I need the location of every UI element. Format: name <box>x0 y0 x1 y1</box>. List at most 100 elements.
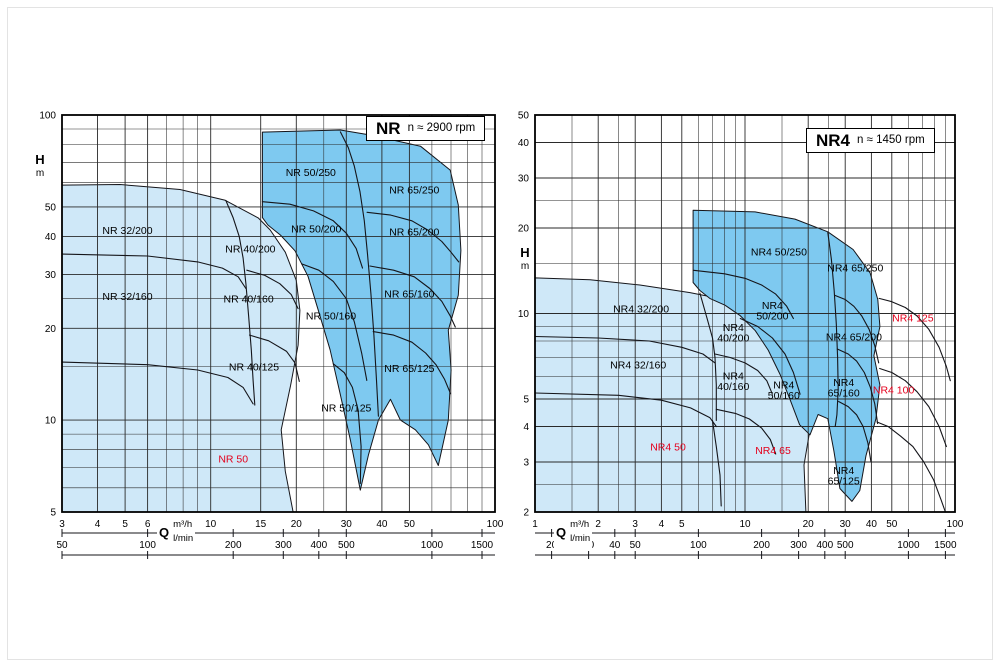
x-axis-units: m³/h l/min <box>570 518 590 547</box>
x-tick-label-lmin: 500 <box>837 540 854 551</box>
ch-nr4-x-axis-title: Q m³/h l/min <box>554 516 593 548</box>
pump-model-label: NR4 40/160 <box>717 371 749 394</box>
x-tick-label-m3h: 5 <box>122 519 128 530</box>
x-tick-label-lmin: 1500 <box>471 540 494 551</box>
pump-model-label: NR4 65/160 <box>828 377 860 400</box>
family-boundary-curve <box>301 263 368 381</box>
y-tick-label: 2 <box>523 508 529 519</box>
family-boundary-curve <box>366 211 460 263</box>
family-boundary-curve <box>879 367 947 448</box>
x-tick-label-lmin: 300 <box>275 540 292 551</box>
ch-nr-x-axis-title: Q m³/h l/min <box>157 516 196 548</box>
family-boundary-curve <box>693 269 794 320</box>
pump-size-label: NR4 65 <box>755 445 791 457</box>
pump-size-label: NR 50 <box>218 453 248 465</box>
x-tick-label-lmin: 200 <box>753 540 770 551</box>
region-light-families-32-40 <box>61 184 301 513</box>
x-tick-label-lmin: 100 <box>690 540 707 551</box>
pump-model-label: NR 40/160 <box>223 294 273 306</box>
x-tick-label-m3h: 1 <box>532 519 538 530</box>
x-tick-label-m3h: 4 <box>95 519 101 530</box>
family-boundary-curve <box>339 131 379 417</box>
family-boundary-curve <box>827 231 839 428</box>
y-tick-label: 30 <box>45 270 57 281</box>
family-boundary-curve <box>61 253 247 290</box>
pump-model-label: NR4 65/125 <box>828 465 860 488</box>
y-tick-label: 5 <box>523 395 529 406</box>
x-tick-label-lmin: 20 <box>546 540 558 551</box>
chart-nr-title-box: NR n ≈ 2900 rpm <box>366 116 486 141</box>
chart-nr4-title-box: NR4 n ≈ 1450 rpm <box>806 128 935 153</box>
x-axis-unit-lmin: l/min <box>173 533 194 544</box>
y-tick-label: 3 <box>523 458 529 469</box>
y-axis-symbol: H <box>35 152 45 167</box>
pump-model-label: NR 50/200 <box>291 223 341 235</box>
family-boundary-curve <box>248 334 300 382</box>
family-boundary-curve <box>534 335 716 364</box>
plot-border <box>534 114 956 513</box>
pump-model-label: NR4 50/250 <box>751 247 807 259</box>
chart-nr-subtitle: n ≈ 2900 rpm <box>407 121 476 134</box>
family-boundary-curve <box>878 297 951 382</box>
family-boundary-curve <box>699 292 717 422</box>
pump-size-label: NR4 50 <box>650 442 686 454</box>
family-boundary-curve <box>838 400 872 463</box>
x-tick-label-lmin: 500 <box>338 540 355 551</box>
y-tick-label: 30 <box>518 174 530 185</box>
pump-model-label: NR4 65/250 <box>827 263 883 275</box>
family-boundary-curve <box>61 361 254 405</box>
pump-model-label: NR 65/250 <box>389 185 439 197</box>
y-tick-label: 4 <box>523 422 529 433</box>
y-tick-label: 5 <box>50 508 56 519</box>
family-boundary-curve <box>225 199 256 406</box>
pump-model-label: NR 50/250 <box>286 167 336 179</box>
chart-nr4-subtitle: n ≈ 1450 rpm <box>857 133 925 146</box>
x-tick-label-m3h: 20 <box>291 519 303 530</box>
x-tick-label-lmin: 100 <box>139 540 156 551</box>
x-tick-label-m3h: 20 <box>803 519 815 530</box>
y-tick-label: 100 <box>39 111 56 122</box>
y-axis-unit: m <box>35 167 45 179</box>
x-axis-symbol: Q <box>159 524 170 540</box>
y-axis-symbol: H <box>520 245 530 260</box>
x-tick-label-lmin: 50 <box>630 540 642 551</box>
x-tick-label-m3h: 5 <box>679 519 685 530</box>
x-axis-symbol: Q <box>556 524 567 540</box>
pump-model-label: NR 32/200 <box>102 225 152 237</box>
chart-nr-title: NR <box>376 119 401 138</box>
pump-model-label: NR 65/200 <box>389 227 439 239</box>
family-boundary-curve <box>715 408 777 455</box>
x-tick-label-m3h: 15 <box>255 519 267 530</box>
pump-model-label: NR4 50/200 <box>756 300 788 323</box>
y-tick-label: 20 <box>518 224 530 235</box>
x-tick-label-lmin: 40 <box>609 540 621 551</box>
pump-model-label: NR 40/125 <box>229 361 279 373</box>
x-tick-label-m3h: 6 <box>145 519 151 530</box>
y-tick-label: 10 <box>518 309 530 320</box>
pump-size-label: NR4 100 <box>873 385 915 397</box>
x-axis-unit-lmin: l/min <box>570 533 591 544</box>
family-boundary-curve <box>534 392 717 428</box>
x-tick-label-m3h: 4 <box>659 519 665 530</box>
pump-model-label: NR 65/125 <box>384 363 434 375</box>
y-axis-unit: m <box>520 260 530 272</box>
pump-model-label: NR 50/160 <box>306 311 356 323</box>
x-tick-label-lmin: 200 <box>225 540 242 551</box>
x-tick-label-m3h: 2 <box>595 519 601 530</box>
family-boundary-curve <box>246 269 299 310</box>
family-boundary-curve <box>372 331 452 395</box>
x-tick-label-lmin: 400 <box>816 540 833 551</box>
y-tick-label: 10 <box>45 416 57 427</box>
pump-model-label: NR4 32/160 <box>610 360 666 372</box>
pump-size-label: NR4 125 <box>892 312 934 324</box>
x-tick-label-lmin: 400 <box>310 540 327 551</box>
family-boundary-curve <box>714 353 773 395</box>
plot-border <box>61 114 496 513</box>
family-boundary-curve <box>711 419 722 507</box>
x-tick-label-m3h: 10 <box>205 519 217 530</box>
y-tick-label: 50 <box>518 111 530 122</box>
x-axis-unit-m3h: m³/h <box>570 518 590 530</box>
x-tick-label-m3h: 40 <box>376 519 388 530</box>
